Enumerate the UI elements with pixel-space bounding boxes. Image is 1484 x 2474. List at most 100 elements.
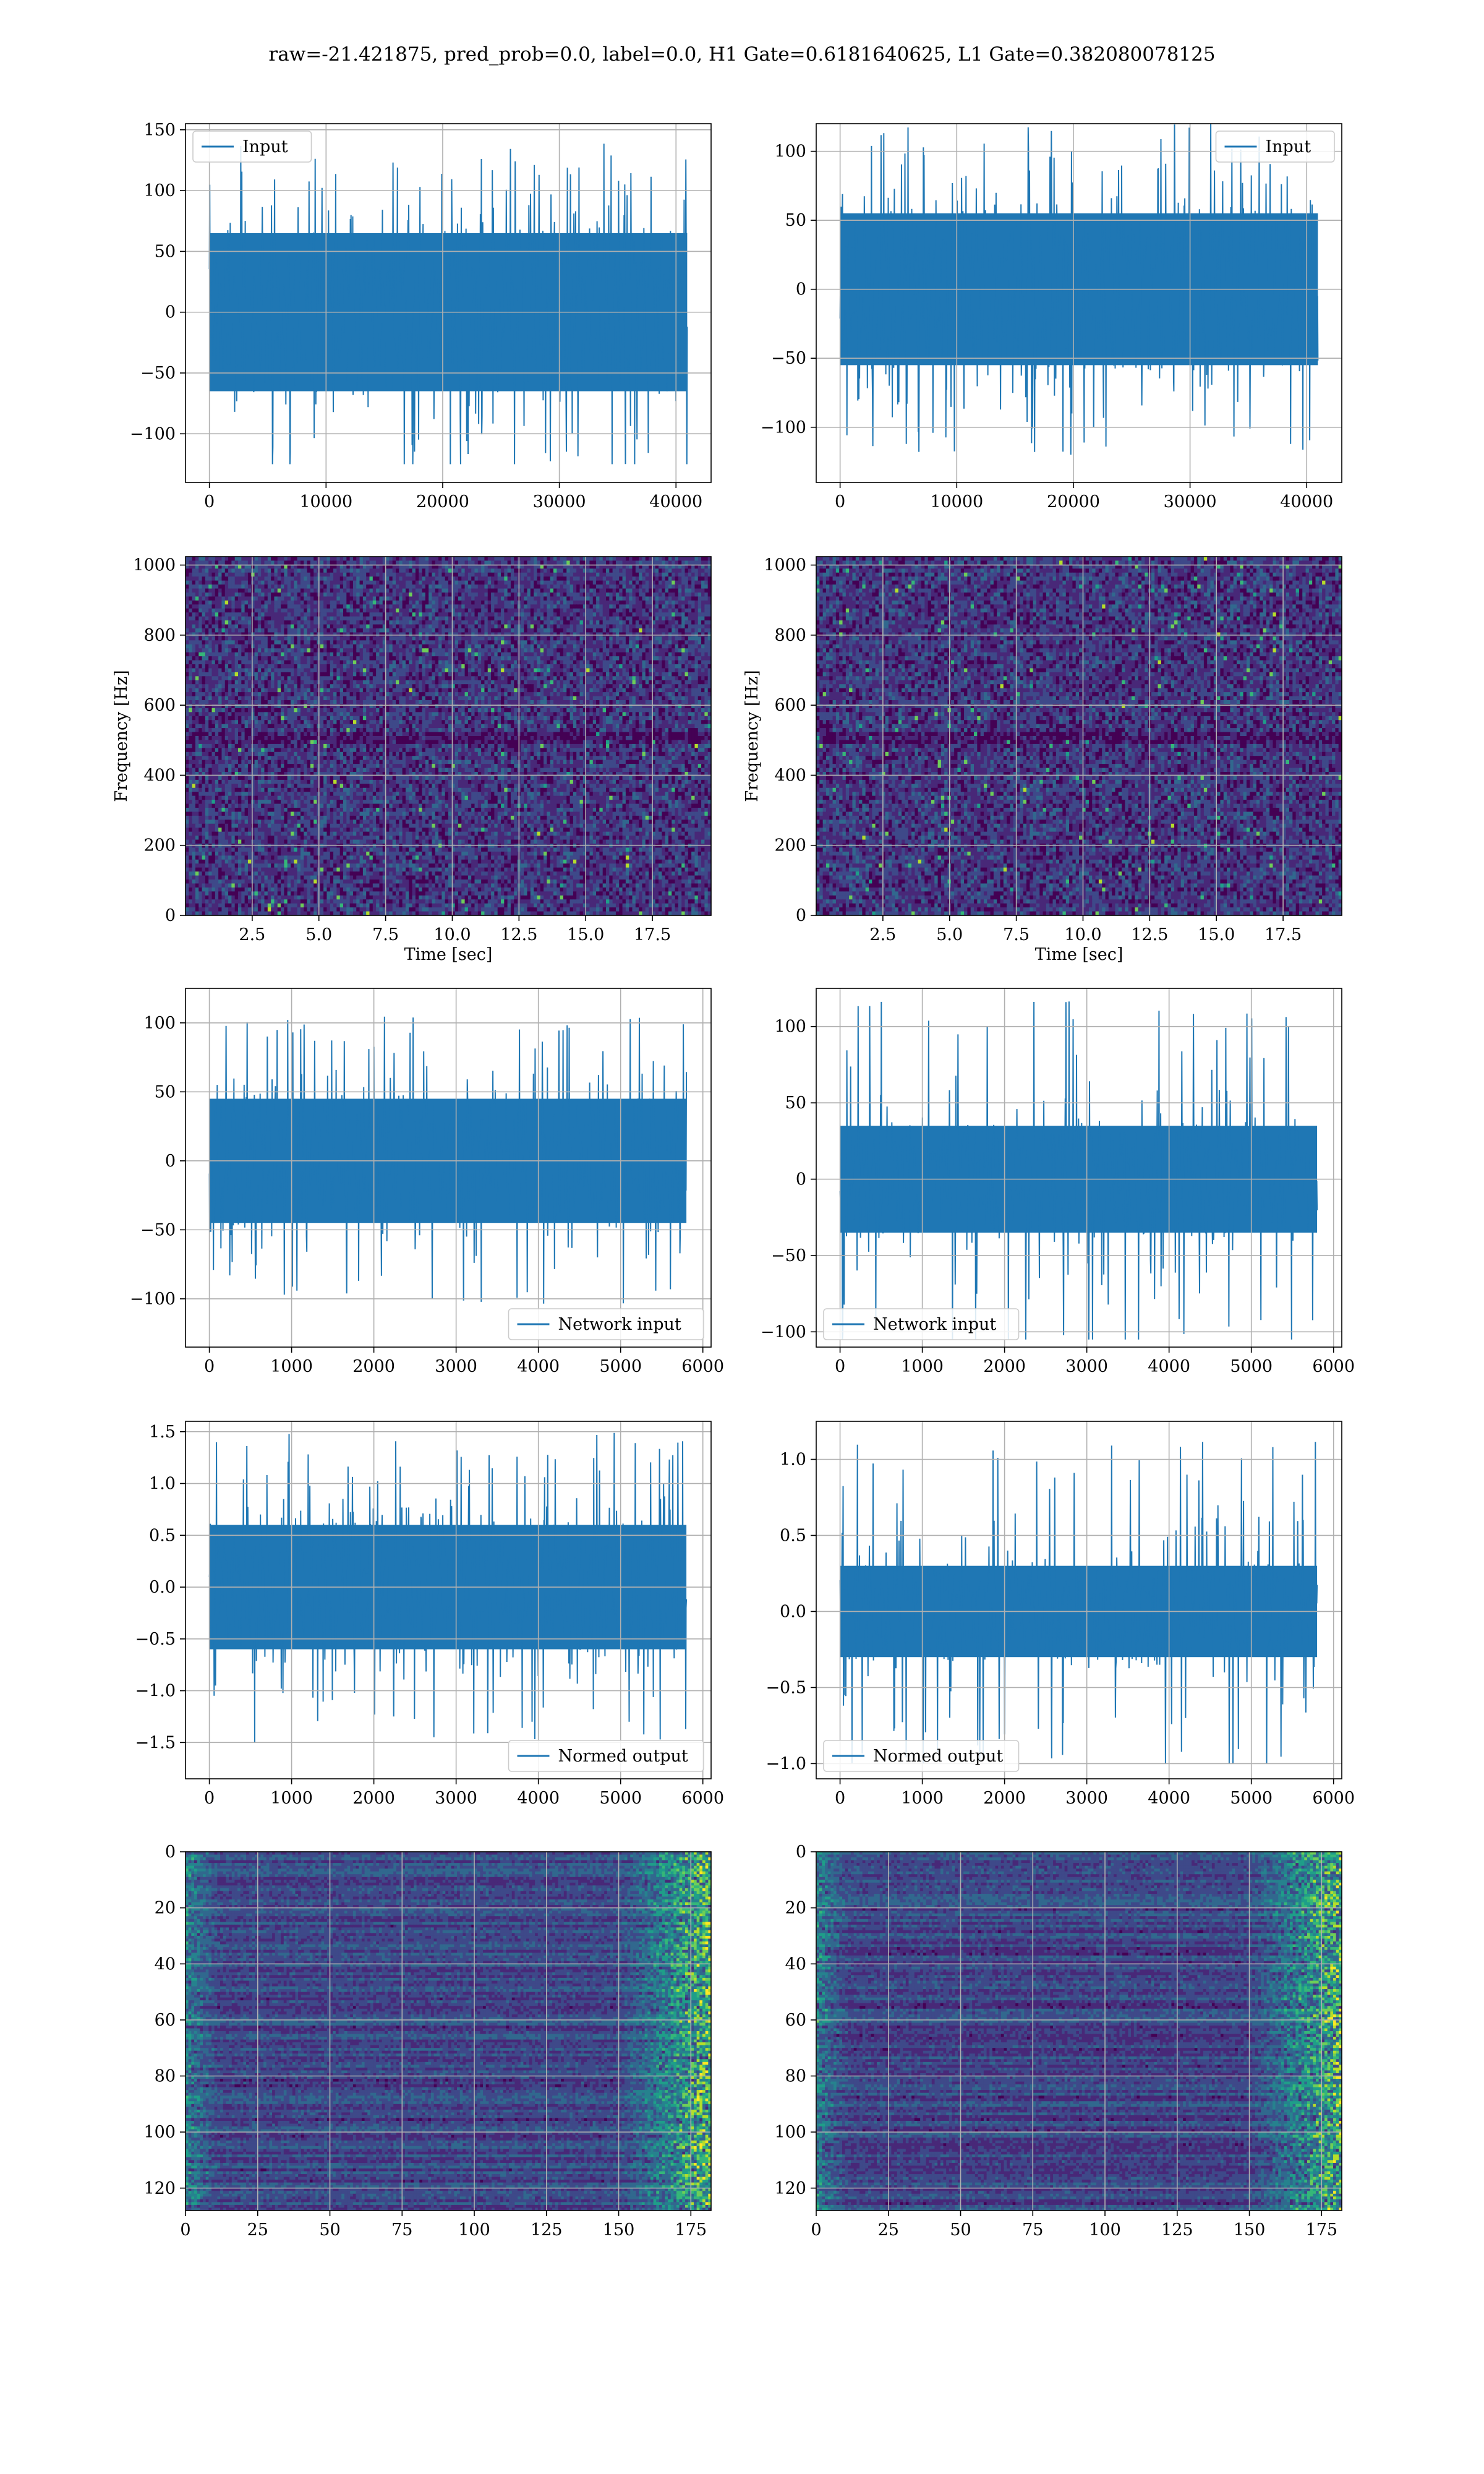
y-tick-label: 60 (155, 2011, 176, 2030)
x-tick-label: 10000 (299, 492, 352, 511)
series-line (840, 1442, 1318, 1763)
x-tick-label: 3000 (1065, 1357, 1108, 1376)
y-tick-label: 100 (774, 142, 806, 161)
y-tick-label: 40 (785, 1954, 806, 1974)
x-tick-label: 1000 (270, 1357, 313, 1376)
y-tick-label: 200 (143, 836, 176, 855)
x-tick-label: 30000 (1164, 492, 1217, 511)
y-tick-label: 120 (774, 2179, 806, 2198)
y-tick-label: −50 (140, 364, 176, 383)
y-tick-label: −1.0 (765, 1754, 806, 1773)
y-tick-label: 0 (796, 1843, 806, 1862)
x-tick-label: 10.0 (1064, 925, 1101, 944)
x-tick-label: 12.5 (500, 925, 537, 944)
x-tick-label: 125 (1161, 2220, 1193, 2240)
x-tick-label: 6000 (1312, 1357, 1355, 1376)
x-tick-label: 50 (319, 2220, 340, 2240)
x-tick-label: 3000 (1065, 1789, 1108, 1808)
y-tick-label: 600 (774, 696, 806, 715)
y-tick-label: 50 (785, 211, 806, 230)
plot-area (840, 1001, 1318, 1339)
plot-area (210, 143, 688, 464)
x-tick-label: 5.0 (936, 925, 963, 944)
x-tick-label: 3000 (435, 1357, 477, 1376)
x-tick-label: 50 (950, 2220, 971, 2240)
y-tick-label: 400 (143, 766, 176, 785)
x-tick-label: 0 (204, 492, 215, 511)
x-tick-label: 5000 (1230, 1357, 1273, 1376)
x-tick-label: 20000 (416, 492, 469, 511)
y-tick-label: 40 (155, 1954, 176, 1974)
x-tick-label: 150 (603, 2220, 635, 2240)
y-axis-label: Frequency [Hz] (743, 670, 762, 802)
x-tick-label: 0 (180, 2220, 190, 2240)
chart-panel-5: 0 1000 2000 3000 4000 5000 6000−100−50050100Ne… (130, 988, 724, 1376)
chart-panel-6: 0 1000 2000 3000 4000 5000 6000−100−50050100Ne… (761, 988, 1355, 1376)
y-axis-label: Frequency [Hz] (112, 670, 131, 802)
y-tick-label: 400 (774, 766, 806, 785)
x-tick-label: 10.0 (433, 925, 471, 944)
x-tick-label: 150 (1234, 2220, 1266, 2240)
series-line (210, 1017, 687, 1304)
legend-label: Network input (558, 1315, 681, 1334)
x-tick-label: 4000 (1148, 1357, 1190, 1376)
y-tick-label: 0.5 (780, 1526, 806, 1545)
x-tick-label: 0 (835, 492, 845, 511)
x-tick-label: 175 (675, 2220, 707, 2240)
y-tick-label: 1000 (764, 556, 806, 575)
chart-panel-4: 2.5 5.0 7.5 10.0 12.5 15.0 17.5020040060080010… (743, 556, 1342, 964)
chart-panel-3: 2.5 5.0 7.5 10.0 12.5 15.0 17.5020040060080010… (112, 556, 712, 964)
x-tick-label: 2000 (352, 1789, 395, 1808)
legend-label: Normed output (558, 1747, 688, 1766)
y-tick-label: 50 (155, 1082, 176, 1102)
x-tick-label: 175 (1306, 2220, 1338, 2240)
y-tick-label: −1.0 (135, 1682, 176, 1701)
y-tick-label: 50 (785, 1094, 806, 1113)
x-tick-label: 6000 (681, 1357, 724, 1376)
legend: Input (193, 131, 312, 162)
y-tick-label: 0 (796, 280, 806, 299)
y-tick-label: −100 (130, 424, 176, 443)
y-tick-label: 80 (785, 2067, 806, 2086)
legend: Normed output (509, 1740, 704, 1771)
x-tick-label: 2.5 (239, 925, 265, 944)
x-tick-label: 20000 (1047, 492, 1100, 511)
plot-area (840, 1442, 1318, 1763)
x-axis-label: Time [sec] (404, 945, 493, 964)
legend: Network input (509, 1309, 704, 1340)
series-line (840, 1001, 1318, 1339)
x-tick-label: 0 (811, 2220, 821, 2240)
y-tick-label: −1.5 (135, 1733, 176, 1752)
x-tick-label: 5000 (599, 1789, 642, 1808)
y-tick-label: 200 (774, 836, 806, 855)
x-tick-label: 7.5 (372, 925, 399, 944)
x-tick-label: 25 (247, 2220, 268, 2240)
x-tick-label: 2000 (983, 1357, 1026, 1376)
x-tick-label: 2000 (352, 1357, 395, 1376)
y-tick-label: 100 (143, 1014, 176, 1033)
y-tick-label: −100 (761, 418, 806, 437)
y-tick-label: −50 (771, 349, 806, 368)
x-tick-label: 4000 (517, 1357, 560, 1376)
legend-label: Input (242, 137, 288, 156)
y-tick-label: 0 (165, 1843, 176, 1862)
x-tick-label: 40000 (649, 492, 702, 511)
plot-area (186, 557, 712, 916)
y-tick-label: 100 (143, 181, 176, 200)
y-tick-label: 1000 (133, 556, 176, 575)
y-tick-label: 100 (143, 2123, 176, 2142)
x-tick-label: 1000 (901, 1789, 944, 1808)
plot-area (816, 557, 1342, 916)
x-tick-label: 10000 (930, 492, 983, 511)
x-tick-label: 125 (531, 2220, 563, 2240)
y-tick-label: 60 (785, 2011, 806, 2030)
y-tick-label: 0.0 (780, 1602, 806, 1621)
x-tick-label: 0 (204, 1357, 215, 1376)
chart-panel-8: 0 1000 2000 3000 4000 5000 6000−1.0−0.50.00.51… (765, 1421, 1355, 1808)
y-tick-label: −100 (761, 1322, 806, 1342)
y-tick-label: −100 (130, 1290, 176, 1309)
